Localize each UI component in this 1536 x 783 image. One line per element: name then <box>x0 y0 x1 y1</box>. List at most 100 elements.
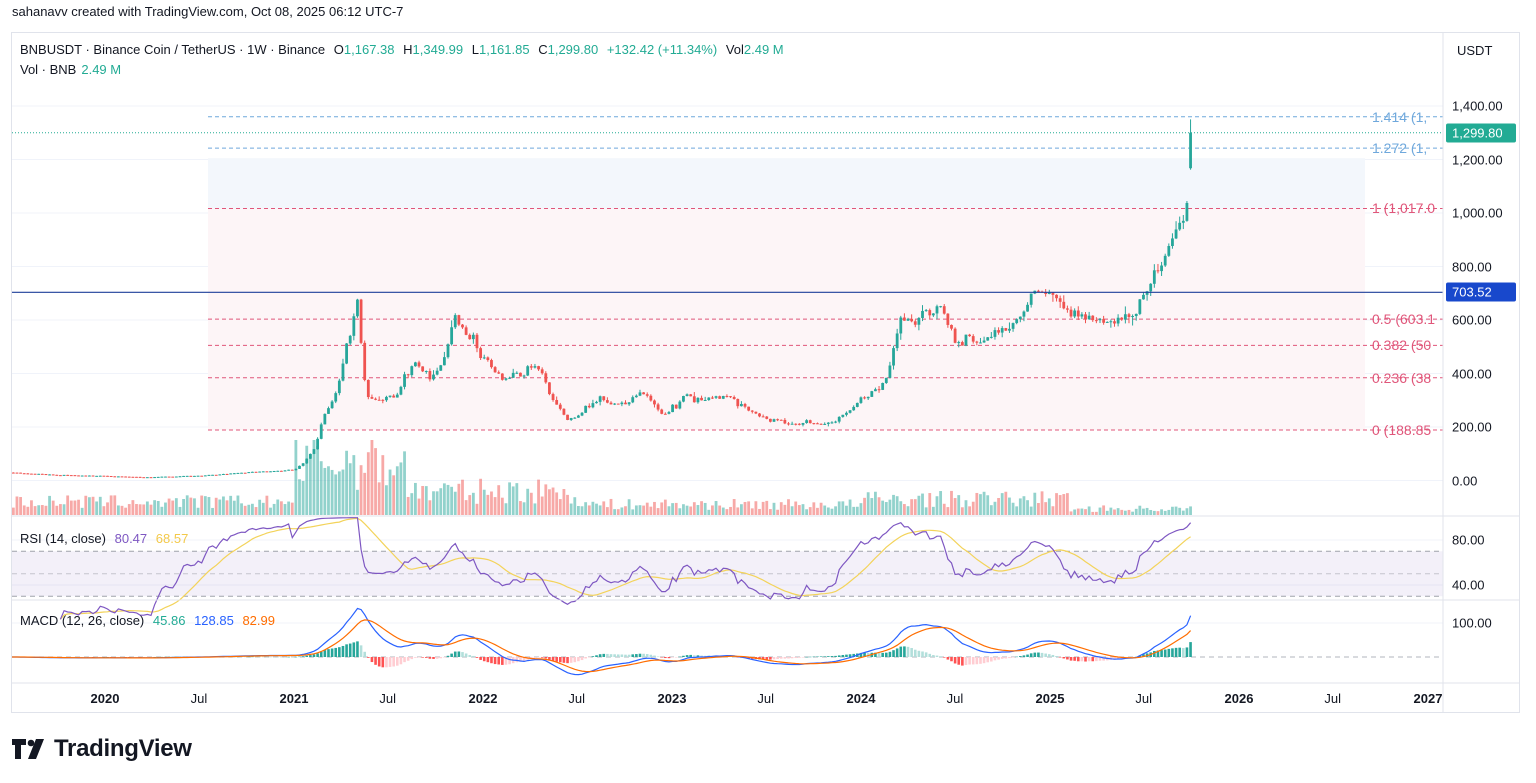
macd-histogram-bar <box>1102 657 1105 661</box>
volume-bar <box>707 509 711 515</box>
volume-bar <box>229 495 233 515</box>
volume-bar <box>1181 510 1185 515</box>
macd-histogram-bar <box>682 655 685 657</box>
volume-bar <box>1145 507 1149 515</box>
volume-bar <box>1094 511 1098 515</box>
candle-body <box>533 366 537 368</box>
candle-body <box>106 475 109 477</box>
candle-body <box>845 412 848 415</box>
macd-title: MACD (12, 26, close) <box>20 613 145 628</box>
candle-body <box>59 475 62 477</box>
macd-histogram-bar <box>747 657 750 659</box>
macd-histogram-bar <box>1080 657 1084 662</box>
candle-body <box>975 341 979 343</box>
volume-bar <box>95 501 99 515</box>
symbol-title[interactable]: BNBUSDT · Binance Coin / TetherUS · 1W ·… <box>20 42 326 57</box>
volume-bar <box>921 493 924 515</box>
candle-body <box>1105 321 1109 323</box>
candle-body <box>12 472 15 474</box>
macd-histogram-bar <box>888 651 892 657</box>
candle-body <box>656 404 660 410</box>
time-tick: 2026 <box>1224 691 1254 706</box>
macd-histogram-bar <box>957 657 961 665</box>
volume-bar <box>160 506 164 515</box>
macd-histogram-bar <box>1189 642 1192 657</box>
symbol-legend[interactable]: BNBUSDT · Binance Coin / TetherUS · 1W ·… <box>20 42 784 57</box>
volume-bar <box>435 491 439 515</box>
candle-body <box>1008 328 1011 331</box>
time-axis[interactable]: 2020 Jul 2021 Jul 2022 Jul 2023 Jul 2024 Jul 2025 J… <box>11 683 1443 713</box>
candle-body <box>251 471 254 473</box>
volume-bar <box>826 507 830 515</box>
volume-bar <box>1149 509 1153 515</box>
macd-histogram-bar <box>247 656 251 658</box>
candle-body <box>91 475 95 477</box>
volume-bar <box>8 506 11 515</box>
candle-body <box>1149 283 1153 292</box>
volume-bar <box>399 462 403 515</box>
macd-histogram-bar <box>1037 652 1040 657</box>
volume-bar <box>558 499 562 515</box>
volume-bar <box>551 487 555 515</box>
volume-bar <box>964 500 968 515</box>
candle-body <box>236 472 240 474</box>
rsi-legend[interactable]: RSI (14, close) 80.47 68.57 <box>20 531 188 546</box>
volume-bar <box>453 491 457 515</box>
candle-body <box>714 396 718 398</box>
macd-histogram-bar <box>472 655 475 657</box>
volume-bar <box>22 505 26 515</box>
macd-histogram-bar <box>953 657 957 664</box>
volume-legend[interactable]: Vol · BNB 2.49 M <box>20 62 121 77</box>
volume-bar <box>508 482 511 515</box>
volume-bar <box>1033 492 1037 515</box>
volume-bar <box>613 509 617 515</box>
macd-histogram-bar <box>906 646 910 657</box>
macd-histogram-bar <box>631 654 635 657</box>
volume-bar <box>591 501 595 515</box>
candle-body <box>1178 222 1182 230</box>
candle-body <box>548 382 551 395</box>
candle-body <box>131 476 135 478</box>
volume-bar <box>931 506 935 515</box>
macd-histogram-bar <box>924 652 928 657</box>
candle-body <box>109 476 113 478</box>
candle-body <box>399 386 403 395</box>
volume-bar <box>685 505 689 515</box>
candle-body <box>290 469 294 471</box>
volume-bar <box>725 509 729 515</box>
tradingview-logo[interactable]: TradingView <box>12 735 192 763</box>
volume-bar <box>109 495 113 515</box>
candle-body <box>993 330 997 337</box>
candle-body <box>558 404 562 409</box>
volume-bar <box>1116 508 1120 515</box>
candle-body <box>979 342 982 344</box>
volume-bar <box>779 502 783 515</box>
horizontal-line-badge: 703.52 <box>1446 282 1516 302</box>
currency-button[interactable]: USDT <box>1457 43 1493 58</box>
macd-histogram-bar <box>892 650 895 657</box>
last-price-badge: 1,299.80 <box>1446 123 1516 143</box>
volume-bar <box>805 509 809 515</box>
volume-bar <box>77 499 80 515</box>
candle-body <box>602 396 606 401</box>
candle-body <box>222 473 225 475</box>
candle-body <box>55 474 59 476</box>
macd-histogram-bar <box>1073 657 1076 661</box>
volume-bar <box>989 505 993 515</box>
candle-body <box>903 317 906 321</box>
volume-bar <box>363 472 367 515</box>
macd-histogram-bar <box>450 653 453 657</box>
volume-bar <box>718 505 722 515</box>
macd-histogram-bar <box>290 656 294 658</box>
volume-bar <box>721 507 725 515</box>
volume-bar <box>120 505 124 515</box>
candle-body <box>884 377 888 383</box>
macd-histogram-bar <box>696 655 700 657</box>
volume-bar <box>392 475 396 515</box>
macd-histogram-bar <box>961 657 964 666</box>
volume-bar <box>1008 497 1011 515</box>
macd-legend[interactable]: MACD (12, 26, close) 45.86 128.85 82.99 <box>20 613 275 628</box>
macd-histogram-bar <box>457 651 461 657</box>
price-tick: 1,000.00 <box>1452 205 1503 221</box>
